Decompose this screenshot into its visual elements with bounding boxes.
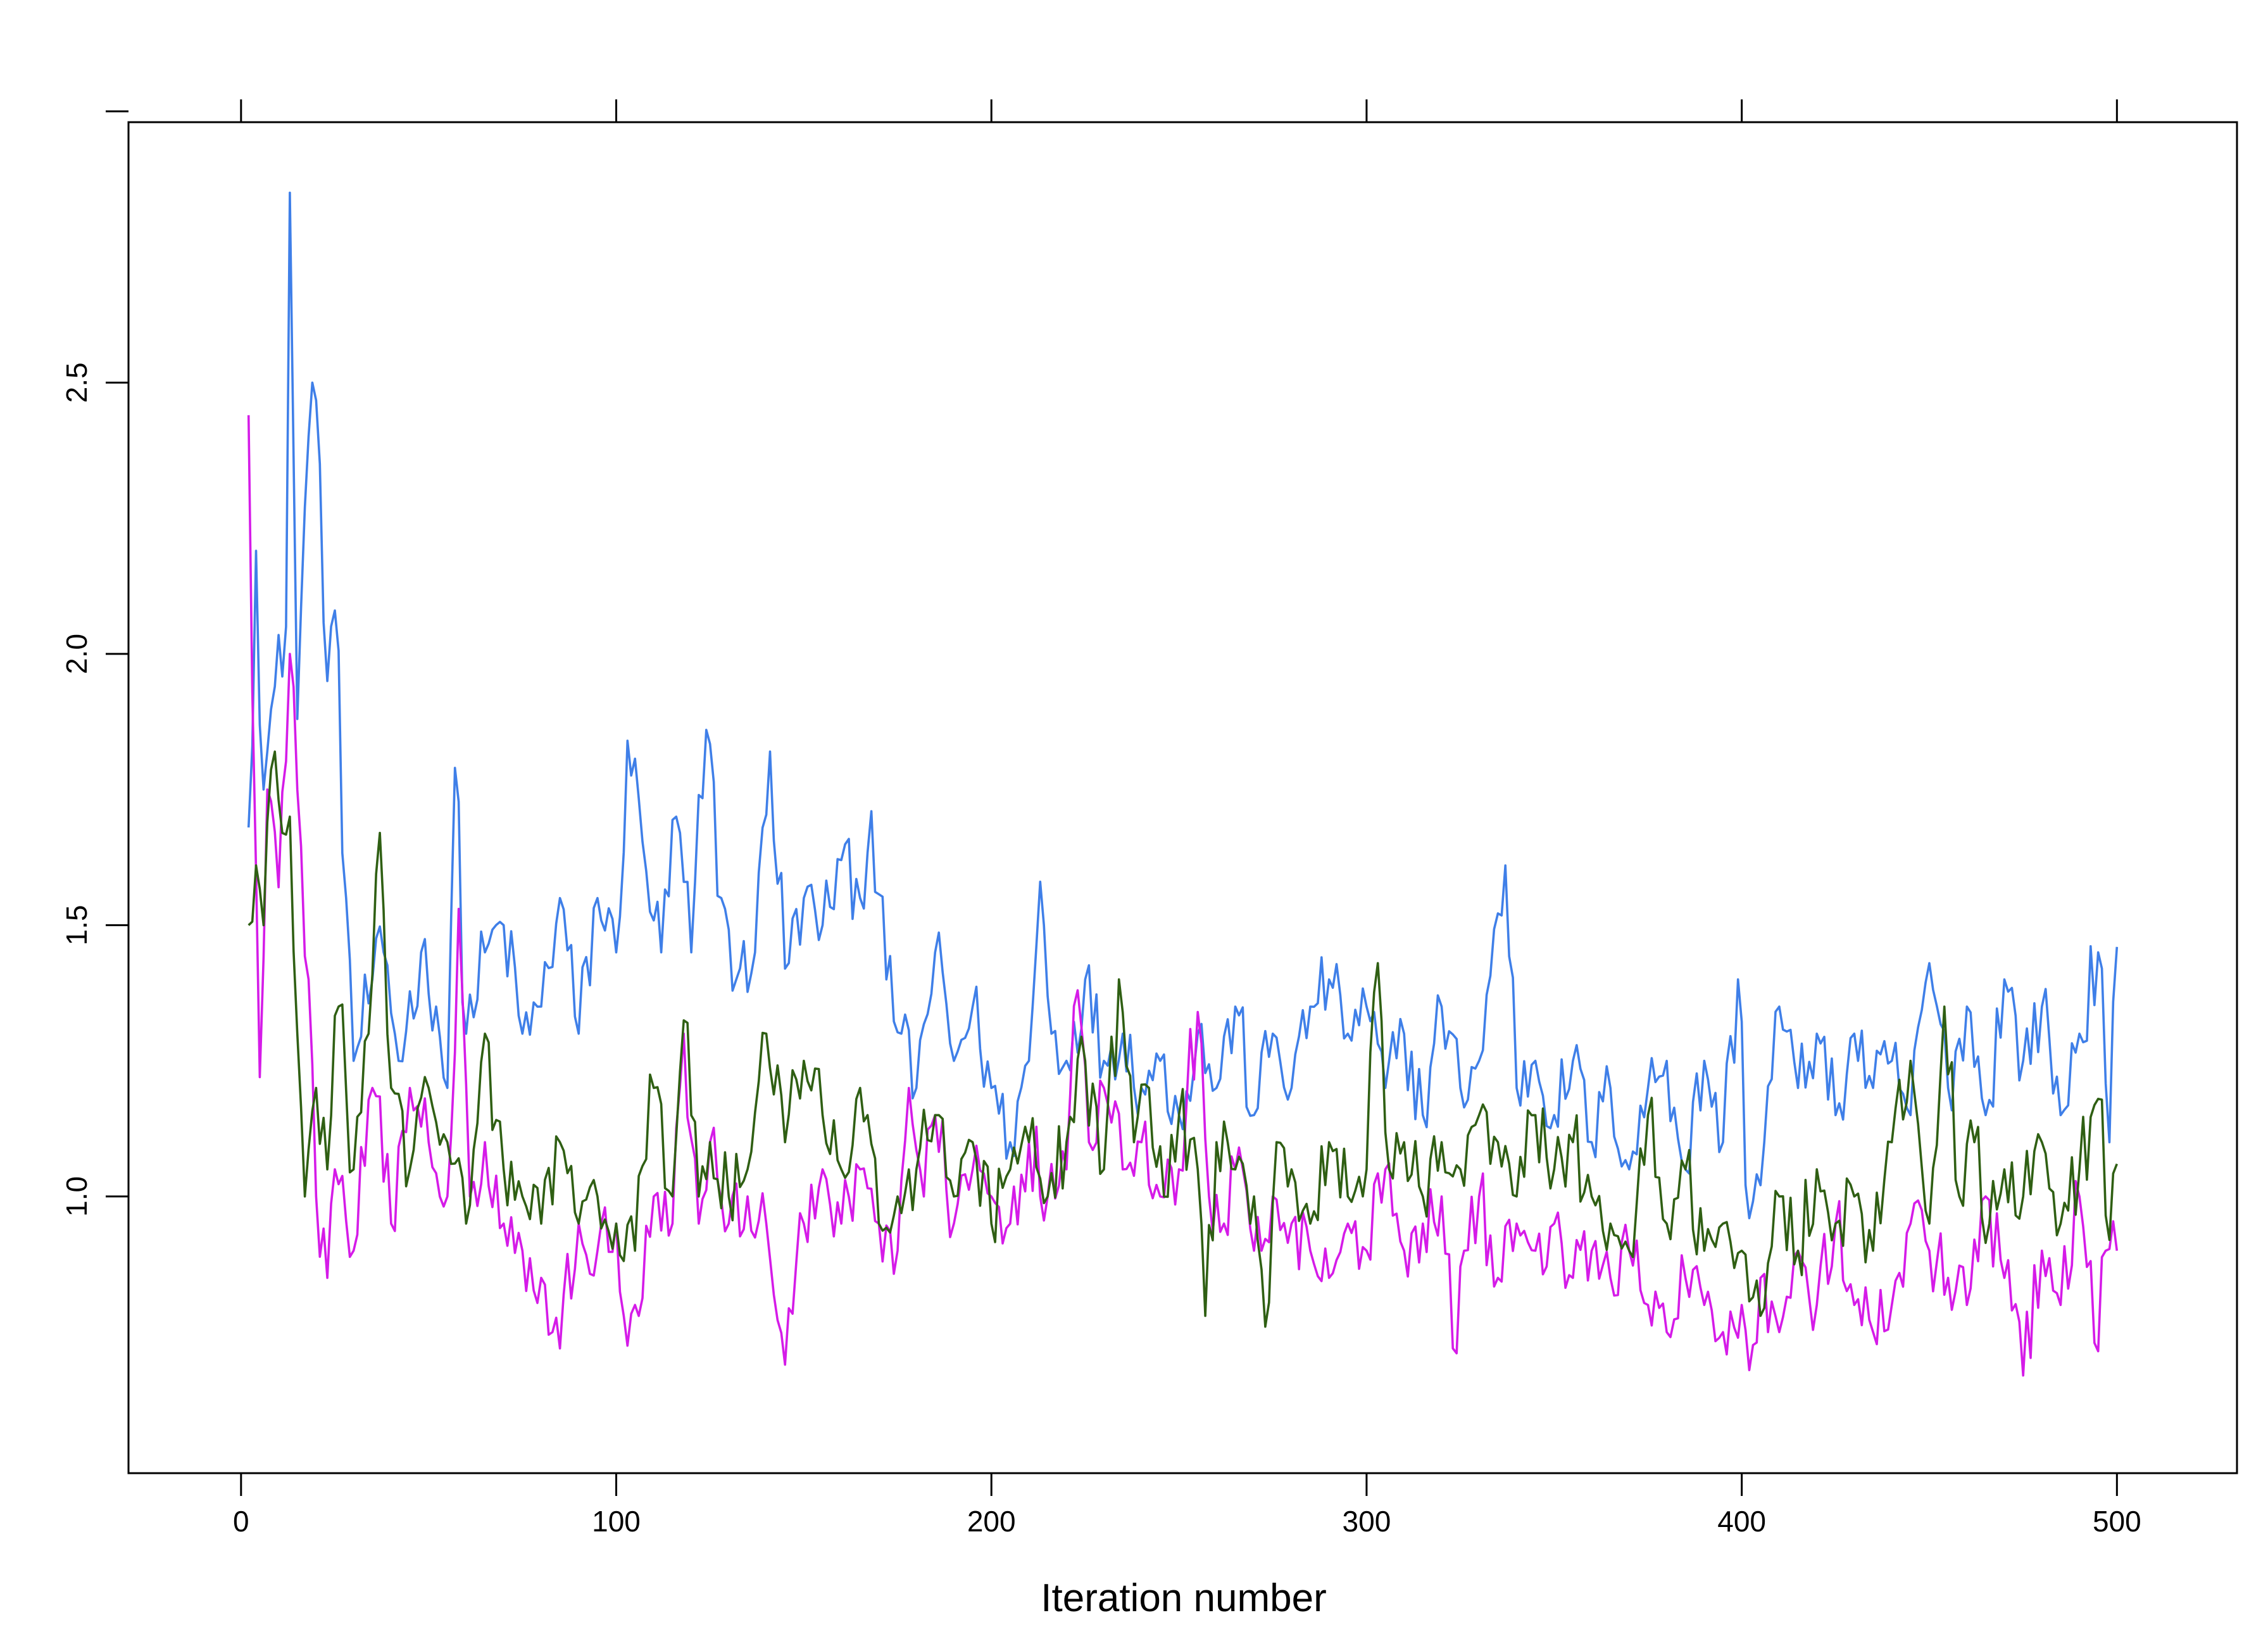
- x-tick-label: 200: [967, 1505, 1016, 1538]
- y-tick-label: 2.5: [60, 362, 93, 403]
- x-tick-label: 300: [1343, 1505, 1391, 1538]
- x-tick-label: 0: [233, 1505, 249, 1538]
- x-axis-title: Iteration number: [1041, 1576, 1326, 1620]
- y-tick-label: 1.0: [60, 1176, 93, 1217]
- y-tick-label: 2.0: [60, 634, 93, 674]
- x-tick-label: 400: [1717, 1505, 1766, 1538]
- y-tick-label: 1.5: [60, 905, 93, 945]
- x-axis: 0 100 200 300 400 500: [233, 99, 2141, 1538]
- x-tick-label: 100: [592, 1505, 641, 1538]
- series-layer: [247, 191, 2119, 1377]
- y-axis: 1.0 1.5 2.0 2.5: [60, 110, 128, 1217]
- x-tick-label: 500: [2093, 1505, 2141, 1538]
- plot-frame: [127, 121, 2238, 1474]
- series-line-1: [247, 191, 2119, 1219]
- series-line-3: [247, 750, 2118, 1328]
- series-line-2: [247, 415, 2119, 1377]
